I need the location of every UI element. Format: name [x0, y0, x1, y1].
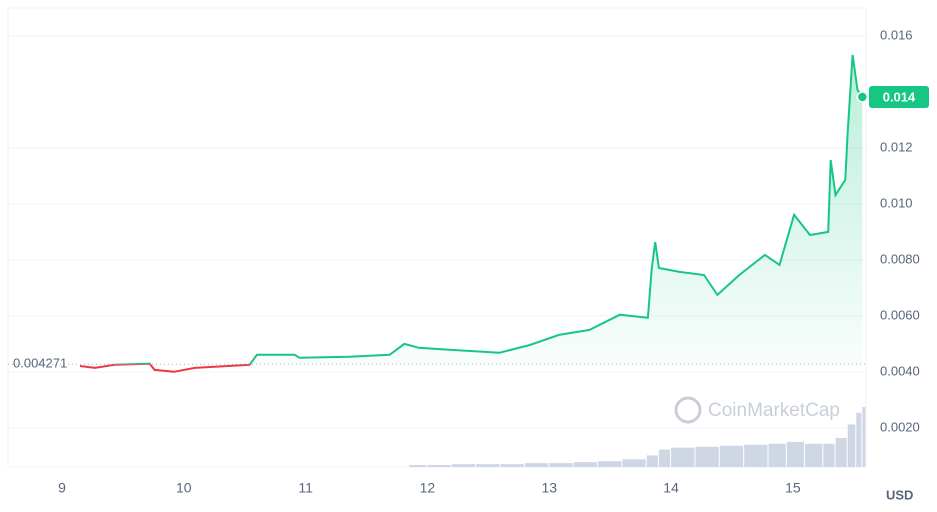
volume-bar — [573, 462, 597, 467]
y-tick-label: 0.010 — [880, 195, 913, 210]
watermark-text: CoinMarketCap — [708, 400, 840, 421]
volume-bar — [695, 446, 719, 467]
x-tick-label: 12 — [420, 480, 436, 496]
price-line-down — [79, 364, 252, 373]
volume-bar — [476, 464, 500, 467]
price-area — [131, 55, 863, 365]
volume-bar — [786, 441, 805, 467]
y-tick-label: 0.0020 — [880, 419, 920, 434]
volume-bar — [744, 444, 768, 467]
x-tick-label: 10 — [176, 480, 192, 496]
volume-bar — [719, 445, 744, 467]
currency-label: USD — [886, 487, 913, 502]
price-line-up — [111, 54, 864, 365]
x-tick-label: 11 — [298, 480, 313, 496]
last-price-tag — [869, 86, 929, 109]
y-tick-label: 0.012 — [880, 139, 913, 154]
volume-bar — [768, 443, 786, 467]
volume-bar — [658, 449, 671, 467]
y-tick-label: 0.016 — [880, 27, 913, 42]
y-tick-label: 0.0040 — [880, 363, 920, 378]
baseline-label: 0.004271 — [13, 356, 67, 371]
y-tick-label: 0.0060 — [880, 307, 920, 322]
x-tick-label: 13 — [541, 480, 557, 496]
volume-bar — [622, 459, 646, 467]
volume-bar — [805, 443, 823, 467]
volume-bar — [856, 412, 862, 467]
volume-bar — [427, 465, 451, 467]
watermark: CoinMarketCap — [674, 396, 840, 424]
y-tick-label: 0.0080 — [880, 251, 920, 266]
volume-bar — [500, 464, 524, 467]
volume-bar — [646, 455, 658, 467]
last-price-label: 0.014 — [883, 89, 916, 104]
volume-bar — [847, 424, 856, 467]
x-tick-label: 14 — [663, 480, 679, 496]
volume-bar — [862, 407, 866, 467]
volume-bar — [451, 464, 476, 467]
volume-bar — [671, 447, 695, 467]
x-tick-label: 15 — [785, 480, 801, 496]
x-tick-label: 9 — [58, 480, 66, 496]
watermark-logo — [674, 396, 702, 424]
volume-bar — [549, 463, 573, 467]
plot-frame — [7, 7, 867, 468]
last-price-dot — [856, 91, 869, 103]
volume-bar — [823, 443, 835, 467]
volume-bar — [597, 461, 622, 467]
volume-bar — [524, 463, 549, 467]
volume-bar — [835, 437, 847, 467]
volume-bar — [409, 465, 427, 467]
